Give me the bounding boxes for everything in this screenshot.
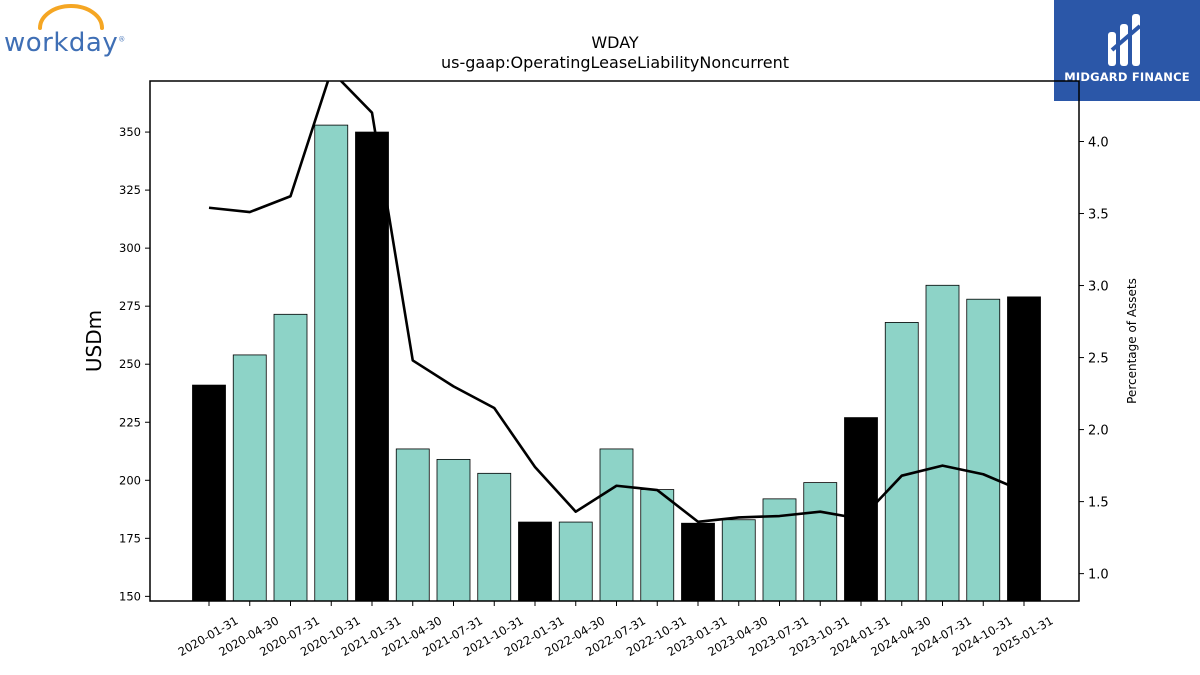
registered-mark: ® bbox=[118, 35, 126, 44]
workday-wordmark: workday® bbox=[4, 28, 126, 58]
bar-2021-01-31 bbox=[355, 131, 389, 602]
y-tick-label: 175 bbox=[119, 531, 141, 545]
bar-2024-10-31 bbox=[966, 298, 1001, 602]
y-tick-label: 200 bbox=[119, 473, 141, 487]
bar-2023-04-30 bbox=[721, 519, 756, 602]
bar-2020-07-31 bbox=[273, 313, 308, 602]
y-tick-label: 350 bbox=[119, 125, 141, 139]
bar-2022-10-31 bbox=[640, 489, 675, 602]
y-tick-label: 150 bbox=[119, 589, 141, 603]
bar-2024-07-31 bbox=[925, 284, 960, 602]
chart-title: WDAY bbox=[591, 33, 639, 52]
y-axis-right: 1.0 1.5 2.0 2.5 3.0 3.5 4.0 bbox=[1079, 135, 1109, 583]
y2-tick-label: 1.5 bbox=[1088, 496, 1109, 511]
y2-tick-label: 1.0 bbox=[1088, 568, 1109, 583]
y-tick-label: 325 bbox=[119, 183, 141, 197]
bar-2021-04-30 bbox=[395, 448, 430, 602]
bar-2024-01-31 bbox=[844, 417, 878, 602]
bars-group bbox=[192, 124, 1041, 602]
y-axis-label: USDm bbox=[82, 310, 106, 372]
workday-arc-icon bbox=[38, 4, 104, 30]
bar-2022-01-31 bbox=[518, 521, 552, 602]
y-tick-label: 225 bbox=[119, 415, 141, 429]
workday-logo-text: workday bbox=[4, 28, 119, 58]
midgard-emblem-icon bbox=[1108, 14, 1142, 66]
y-axis-left: 150 175 200 225 250 275 300 325 350 bbox=[119, 125, 150, 603]
bar-2020-01-31 bbox=[192, 384, 226, 602]
workday-logo: workday® bbox=[4, 4, 134, 58]
bar-2020-10-31 bbox=[314, 124, 349, 602]
bar-2022-07-31 bbox=[599, 448, 634, 602]
midgard-finance-text: MIDGARD FINANCE bbox=[1064, 70, 1190, 84]
bar-2025-01-31 bbox=[1007, 296, 1041, 602]
y2-axis-label: Percentage of Assets bbox=[1125, 278, 1139, 404]
percent-of-assets-line bbox=[208, 81, 1025, 524]
bar-2023-01-31 bbox=[681, 522, 715, 602]
y2-tick-label: 2.5 bbox=[1088, 352, 1109, 367]
y2-tick-label: 4.0 bbox=[1088, 135, 1109, 150]
y-tick-label: 275 bbox=[119, 299, 141, 313]
x-axis: 2020-01-312020-04-302020-07-312020-10-31… bbox=[176, 601, 1056, 659]
plot-frame bbox=[149, 80, 1080, 602]
bar-2024-04-30 bbox=[884, 322, 919, 602]
line-group bbox=[208, 81, 1025, 524]
y2-tick-label: 3.0 bbox=[1088, 280, 1109, 295]
y-tick-label: 300 bbox=[119, 241, 141, 255]
y2-tick-label: 3.5 bbox=[1088, 208, 1109, 223]
bar-2023-10-31 bbox=[803, 482, 838, 602]
chart-subtitle: us-gaap:OperatingLeaseLiabilityNoncurren… bbox=[441, 53, 789, 72]
y-tick-label: 250 bbox=[119, 357, 141, 371]
bar-2021-07-31 bbox=[436, 458, 471, 602]
bar-2022-04-30 bbox=[558, 521, 593, 602]
y2-tick-label: 2.0 bbox=[1088, 424, 1109, 439]
bar-2021-10-31 bbox=[477, 472, 512, 602]
bar-2020-04-30 bbox=[232, 354, 267, 602]
